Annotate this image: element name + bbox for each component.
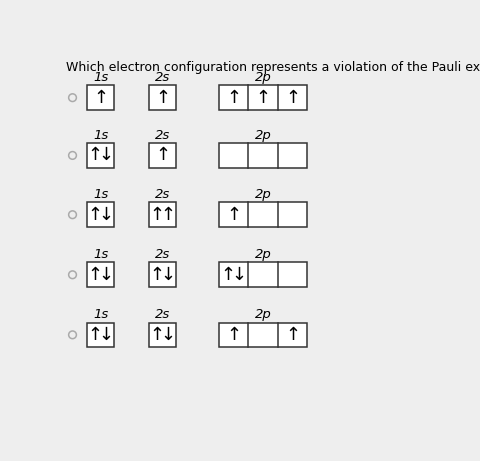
Text: ↓: ↓ [98,266,114,284]
Text: ↑: ↑ [149,326,165,344]
Text: 2p: 2p [254,71,271,84]
Text: Which electron configuration represents a violation of the Pauli exclusion princ: Which electron configuration represents … [66,61,480,75]
Bar [218,202,307,227]
Text: ↑: ↑ [149,206,165,224]
Text: ↑: ↑ [285,89,300,106]
Text: 2p: 2p [254,248,271,261]
Text: 2p: 2p [254,129,271,142]
Text: ↓: ↓ [98,326,114,344]
Text: ↑: ↑ [88,206,103,224]
Text: ↓: ↓ [231,266,246,284]
Text: ↑: ↑ [220,266,235,284]
Text: ↑: ↑ [155,147,170,165]
Text: 2s: 2s [155,129,170,142]
Bar [149,85,176,110]
Bar [87,85,114,110]
Text: 2p: 2p [254,188,271,201]
Bar [149,323,176,347]
Text: 1s: 1s [93,308,108,321]
Text: ↓: ↓ [160,266,175,284]
Bar [87,202,114,227]
Text: 1s: 1s [93,188,108,201]
Bar [218,85,307,110]
Bar [149,202,176,227]
Text: 2p: 2p [254,308,271,321]
Bar [218,323,307,347]
Text: ↓: ↓ [160,326,175,344]
Text: 2s: 2s [155,308,170,321]
Bar [149,143,176,168]
Text: ↑: ↑ [88,326,103,344]
Text: 2s: 2s [155,188,170,201]
Bar [87,262,114,287]
Text: ↑: ↑ [149,266,165,284]
Text: ↑: ↑ [226,326,241,344]
Bar [218,262,307,287]
Bar [87,323,114,347]
Text: 1s: 1s [93,129,108,142]
Text: ↑: ↑ [88,147,103,165]
Text: 2s: 2s [155,248,170,261]
Bar [87,143,114,168]
Text: ↑: ↑ [226,89,241,106]
Text: ↓: ↓ [98,206,114,224]
Text: ↑: ↑ [88,266,103,284]
Text: ↑: ↑ [285,326,300,344]
Text: ↑: ↑ [160,206,175,224]
Text: ↑: ↑ [93,89,108,106]
Bar [149,262,176,287]
Text: ↑: ↑ [155,89,170,106]
Text: 1s: 1s [93,248,108,261]
Text: ↓: ↓ [98,147,114,165]
Bar [218,143,307,168]
Text: ↑: ↑ [255,89,270,106]
Text: 1s: 1s [93,71,108,84]
Text: ↑: ↑ [226,206,241,224]
Text: 2s: 2s [155,71,170,84]
